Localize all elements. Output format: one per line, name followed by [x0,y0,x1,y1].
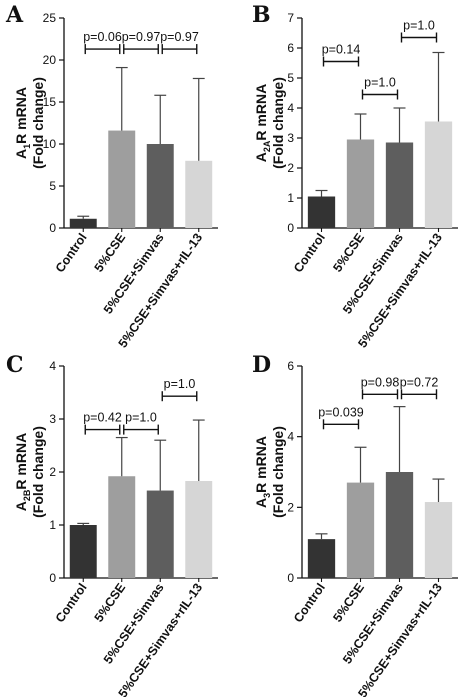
chart-panel-c: C A2BR mRNA (Fold change) 0 1 2 3 4 Control 5%CSE… [6,352,218,697]
panel-letter: B [252,2,271,28]
x-tick-label: Control [53,231,90,275]
y-tick-label: 4 [49,359,56,373]
y-tick-label: 0 [287,221,294,235]
bar [424,121,453,228]
x-tick-label: Control [291,581,328,625]
y-tick-label: 4 [287,430,294,444]
y-axis-label: A2BR mRNA [13,433,32,511]
bar [69,218,97,228]
bar [307,539,336,578]
y-tick-label: 5 [49,179,56,193]
y-tick-label: 25 [43,11,57,25]
y-tick-label: 3 [287,131,294,145]
p-value-label: p=0.14 [322,43,361,57]
y-tick-label: 0 [49,221,56,235]
bar [146,490,174,578]
p-value-label: p=0.72 [400,375,439,389]
y-axis-label-line2: (Fold change) [30,426,46,518]
y-tick-label: 1 [49,518,56,532]
p-value-label: p=0.039 [318,405,364,419]
y-axis-label: A1R mRNA [13,87,32,159]
y-axis-label-main: A [13,149,29,159]
bar [346,139,375,228]
y-axis-label-rest: R mRNA [13,87,29,144]
p-value-label: p=0.97 [160,30,199,44]
y-tick-label: 2 [287,500,294,514]
bar [307,196,336,228]
p-value-label: p=0.97 [122,30,161,44]
y-tick-label: 2 [49,465,56,479]
y-axis-label-rest: R mRNA [13,433,29,490]
bar [424,502,453,578]
y-tick-label: 3 [49,412,56,426]
y-axis-label-subscript: 1 [22,144,32,149]
bar [185,160,213,228]
y-axis-label-main: A [253,498,269,508]
bar [346,482,375,578]
y-axis-label-line2: (Fold change) [30,77,46,169]
y-tick-label: 20 [43,53,57,67]
panel-letter: C [6,352,24,378]
y-tick-label: 0 [287,571,294,585]
y-axis-label-main: A [13,501,29,511]
y-axis-label-main: A [253,152,269,162]
p-value-label: p=1.0 [125,411,157,425]
y-axis-label: A2AR mRNA [253,84,272,162]
y-tick-label: 2 [287,161,294,175]
bar [385,472,414,578]
bar [146,144,174,228]
p-value-label: p=1.0 [364,76,396,90]
y-tick-label: 15 [43,95,57,109]
y-tick-label: 0 [49,571,56,585]
y-tick-label: 7 [287,11,294,25]
y-tick-label: 5 [287,71,294,85]
x-tick-label: Control [291,231,328,275]
y-tick-label: 10 [43,137,57,151]
x-tick-label: 5%CSE [330,581,367,625]
bar [185,481,213,578]
y-tick-label: 4 [287,101,294,115]
y-axis-label-rest: R mRNA [253,436,269,493]
x-tick-label: Control [53,581,90,625]
y-tick-label: 6 [287,359,294,373]
x-tick-label: 5%CSE [92,581,129,625]
p-value-label: p=0.42 [83,411,122,425]
p-value-label: p=1.0 [403,19,435,33]
p-value-label: p=1.0 [164,377,196,391]
y-tick-label: 1 [287,191,294,205]
bar [108,130,136,228]
bar [385,142,414,228]
bar [69,525,97,578]
y-tick-label: 6 [287,41,294,55]
y-axis-label: A3R mRNA [253,436,272,508]
p-value-label: p=0.98 [361,375,400,389]
y-axis-label-subscript: 2B [22,489,32,501]
y-axis-label-rest: R mRNA [253,84,269,141]
panel-letter: A [5,2,24,28]
y-axis-label-line2: (Fold change) [270,77,286,169]
x-tick-label: 5%CSE [92,231,129,275]
y-axis-label-subscript: 2A [262,140,272,152]
y-axis-label-subscript: 3 [262,493,272,498]
chart-panel-b: B A2AR mRNA (Fold change) 0 1 2 3 4 5 6 7 Control 5%… [252,2,458,350]
y-axis-label-line2: (Fold change) [270,426,286,518]
p-value-label: p=0.06 [83,30,122,44]
bar [108,476,136,578]
x-tick-label: 5%CSE [330,231,367,275]
panel-letter: D [252,352,271,378]
